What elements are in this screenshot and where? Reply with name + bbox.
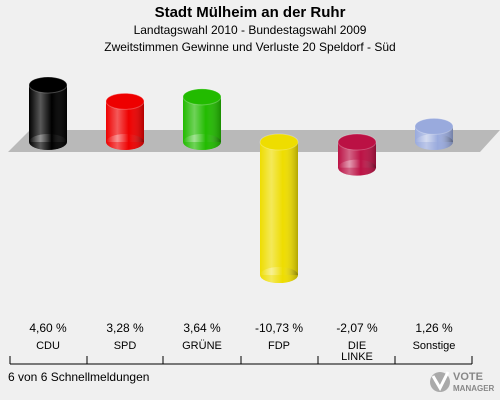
chart-subtitle-2: Zweitstimmen Gewinne und Verluste 20 Spe… [104,40,396,54]
value-label: -10,73 % [255,321,303,335]
bar-die-linke [337,133,377,176]
value-label: 3,64 % [183,321,221,335]
category-label: SPD [114,340,137,352]
brand-line2: MANAGER [453,384,495,393]
category-label: Sonstige [413,340,456,352]
bar-cdu [28,76,68,150]
chart-title: Stadt Mülheim an der Ruhr [154,4,346,21]
bar-sonstige [414,117,454,150]
bar-gr-ne [182,88,222,150]
chart-subtitle: Landtagswahl 2010 - Bundestagswahl 2009 [133,23,367,37]
brand-line1: VOTE [453,371,483,383]
brand-logo: VOTE MANAGER [430,371,495,393]
bar-spd [105,92,145,150]
bar-fdp [259,133,299,284]
value-label: 1,26 % [415,321,453,335]
category-label: DIE [348,340,366,352]
value-label: 3,28 % [106,321,144,335]
category-label: CDU [36,340,60,352]
value-label: 4,60 % [29,321,67,335]
value-label: -2,07 % [336,321,378,335]
category-label: LINKE [341,351,373,363]
footer-note: 6 von 6 Schnellmeldungen [8,370,150,384]
category-label: FDP [268,340,290,352]
category-label: GRÜNE [182,340,222,352]
